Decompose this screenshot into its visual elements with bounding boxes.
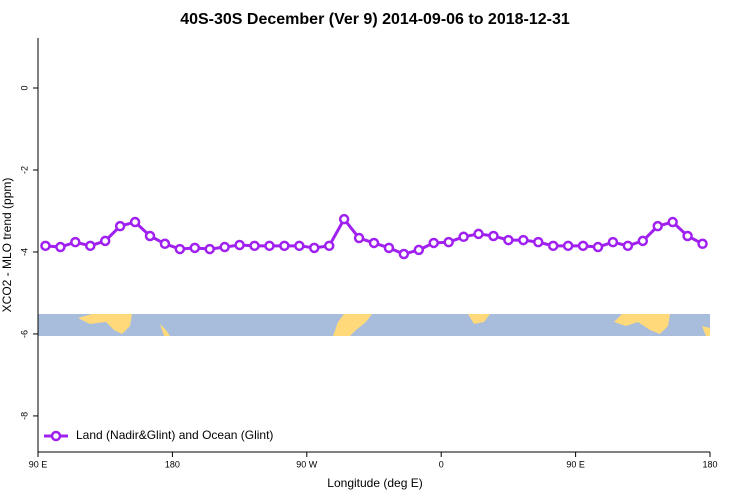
data-point xyxy=(323,240,335,252)
data-point xyxy=(607,236,619,248)
data-point xyxy=(159,238,171,250)
data-point xyxy=(368,237,380,249)
data-point xyxy=(413,244,425,256)
data-point xyxy=(264,240,275,252)
data-point xyxy=(338,213,350,225)
data-point xyxy=(428,237,439,249)
data-point xyxy=(547,240,559,252)
data-point xyxy=(249,240,260,252)
data-point xyxy=(533,236,544,248)
y-tick-label: -2 xyxy=(19,166,29,174)
data-point xyxy=(144,230,156,242)
chart-title: 40S-30S December (Ver 9) 2014-09-06 to 2… xyxy=(180,11,570,28)
x-tick-label: 180 xyxy=(165,459,180,469)
data-point xyxy=(189,242,201,254)
data-point xyxy=(503,234,514,246)
data-point xyxy=(443,236,454,248)
x-tick-label: 180 xyxy=(702,459,717,469)
data-point xyxy=(174,243,186,255)
x-axis-label: Longitude (deg E) xyxy=(327,476,422,490)
data-point xyxy=(577,240,589,252)
data-point xyxy=(294,240,305,252)
data-point xyxy=(234,239,245,251)
data-point xyxy=(637,235,649,247)
data-point xyxy=(129,216,141,228)
y-axis-label: XCO2 - MLO trend (ppm) xyxy=(0,178,14,313)
data-point xyxy=(458,231,469,243)
y-tick-label: -6 xyxy=(19,330,29,338)
data-point xyxy=(682,230,693,242)
data-point xyxy=(99,235,111,247)
data-point xyxy=(353,232,365,244)
x-tick-label: 90 E xyxy=(566,459,585,469)
data-point xyxy=(398,248,410,260)
x-tick-label: 90 W xyxy=(296,459,318,469)
x-tick-label: 0 xyxy=(439,459,444,469)
data-point xyxy=(55,241,66,253)
map-strip xyxy=(38,314,710,336)
data-point xyxy=(518,234,529,246)
data-point xyxy=(652,220,663,232)
data-point xyxy=(488,230,499,242)
data-point xyxy=(204,243,215,255)
data-point xyxy=(667,216,678,228)
data-point xyxy=(85,240,96,252)
legend-item: Land (Nadir&Glint) and Ocean (Glint) xyxy=(44,428,273,442)
data-point xyxy=(383,242,395,254)
data-point xyxy=(70,236,81,248)
series-line xyxy=(45,216,704,256)
y-tick-label: -4 xyxy=(19,248,29,256)
data-point xyxy=(697,238,708,250)
data-point xyxy=(622,240,634,252)
x-tick-label: 90 E xyxy=(29,459,48,469)
data-point xyxy=(592,241,604,253)
y-tick-label: 0 xyxy=(19,86,29,91)
y-tick-label: -8 xyxy=(19,412,29,420)
data-point xyxy=(279,240,290,252)
data-point xyxy=(219,241,230,253)
data-point xyxy=(473,228,484,240)
legend-marker xyxy=(50,430,62,442)
data-point xyxy=(562,240,574,252)
data-point xyxy=(40,240,51,252)
data-point xyxy=(309,242,320,254)
legend-label: Land (Nadir&Glint) and Ocean (Glint) xyxy=(76,428,273,442)
data-point xyxy=(114,220,126,232)
